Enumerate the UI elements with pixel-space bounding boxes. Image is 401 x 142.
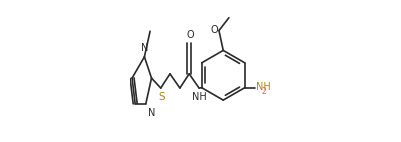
Text: S: S [158,92,165,102]
Text: NH: NH [192,92,207,102]
Text: 2: 2 [262,87,267,96]
Text: N: N [142,43,149,53]
Text: O: O [186,30,194,40]
Text: N: N [148,108,155,118]
Text: O: O [211,25,218,35]
Text: NH: NH [256,82,271,92]
